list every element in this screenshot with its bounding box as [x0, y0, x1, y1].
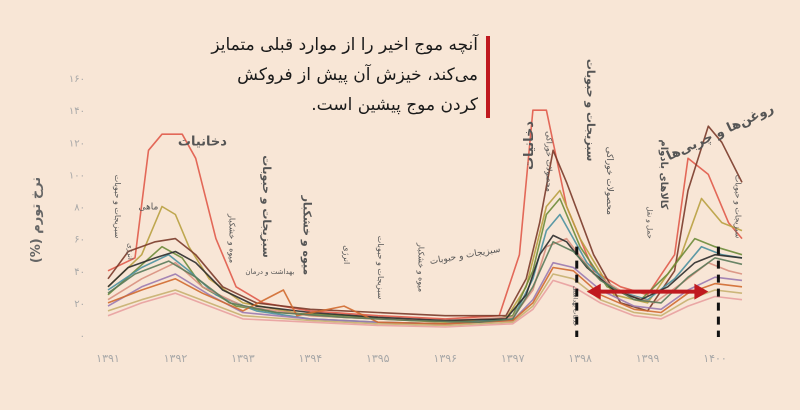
y-tick-label: ۲۰ [74, 299, 85, 310]
x-tick-label: ۱۳۹۹ [636, 352, 660, 365]
category-label: سبزیجات و حبوبات [113, 175, 122, 239]
x-tick-label: ۱۴۰۰ [703, 352, 727, 365]
y-tick-label: ۱۲۰ [69, 138, 85, 149]
y-tick-label: ۰ [80, 331, 85, 342]
x-tick-label: ۱۳۹۸ [568, 352, 592, 365]
series-line [107, 241, 743, 323]
category-label: حمل و نقل [646, 206, 654, 238]
series-line [107, 261, 743, 325]
x-tick-label: ۱۳۹۲ [164, 352, 188, 365]
x-tick-label: ۱۳۹۱ [96, 352, 120, 365]
category-label: محصولات خوراکی [544, 131, 553, 192]
series-line [107, 279, 743, 328]
annotation-text: آنچه موج اخیر را از موارد قبلی متمایز می… [211, 35, 478, 115]
category-label: کالاهای بادوام [658, 139, 669, 209]
series-line [107, 125, 743, 317]
y-tick-label: ۱۰۰ [69, 170, 85, 181]
category-label: بهداشت و درمان [245, 268, 294, 276]
category-label: دخانیات [178, 134, 227, 149]
category-label: روغن‌ها و چربی‌ها [664, 101, 776, 164]
category-label: ماهی [139, 203, 159, 213]
category-label: میوه و خشکبار [416, 242, 425, 292]
x-tick-label: ۱۳۹۶ [433, 352, 457, 365]
span-arrow-head-left [586, 283, 601, 300]
category-label: سبزیجات و حبوبات [376, 236, 385, 300]
category-label: انرژی [342, 245, 351, 264]
y-tick-label: ۱۴۰ [69, 106, 85, 117]
y-axis-label: نرخ تورم (%) [29, 177, 44, 263]
annotation-accent-bar [486, 36, 490, 118]
category-label: خدمات بهداشتی [571, 286, 578, 327]
category-label: سبزیجات و حبوبات [260, 155, 273, 258]
category-label: دخانیات [522, 121, 537, 170]
category-label: میوه و خشکبار [227, 213, 236, 263]
x-tick-label: ۱۳۹۵ [366, 352, 390, 365]
category-label: سبزیجات و حبوبات [429, 245, 501, 267]
category-label: میوه و خشکبار [301, 195, 314, 276]
category-label: سبزیجات و حبوبات [733, 175, 742, 239]
series-line [107, 273, 743, 327]
y-tick-label: ۶۰ [74, 235, 85, 246]
y-tick-label: ۴۰ [74, 267, 85, 278]
x-tick-label: ۱۳۹۳ [231, 352, 255, 365]
x-tick-label: ۱۳۹۴ [299, 352, 323, 365]
span-arrow-head-right [694, 283, 709, 300]
category-label: سبزیجات و حبوبات [584, 59, 597, 162]
y-tick-label: ۱۶۰ [69, 74, 85, 85]
series-line [107, 197, 743, 323]
category-label: انرژی [126, 243, 134, 260]
category-label: محصولات خوراکی [604, 147, 614, 216]
x-tick-label: ۱۳۹۷ [501, 352, 525, 365]
y-tick-label: ۸۰ [74, 203, 85, 214]
